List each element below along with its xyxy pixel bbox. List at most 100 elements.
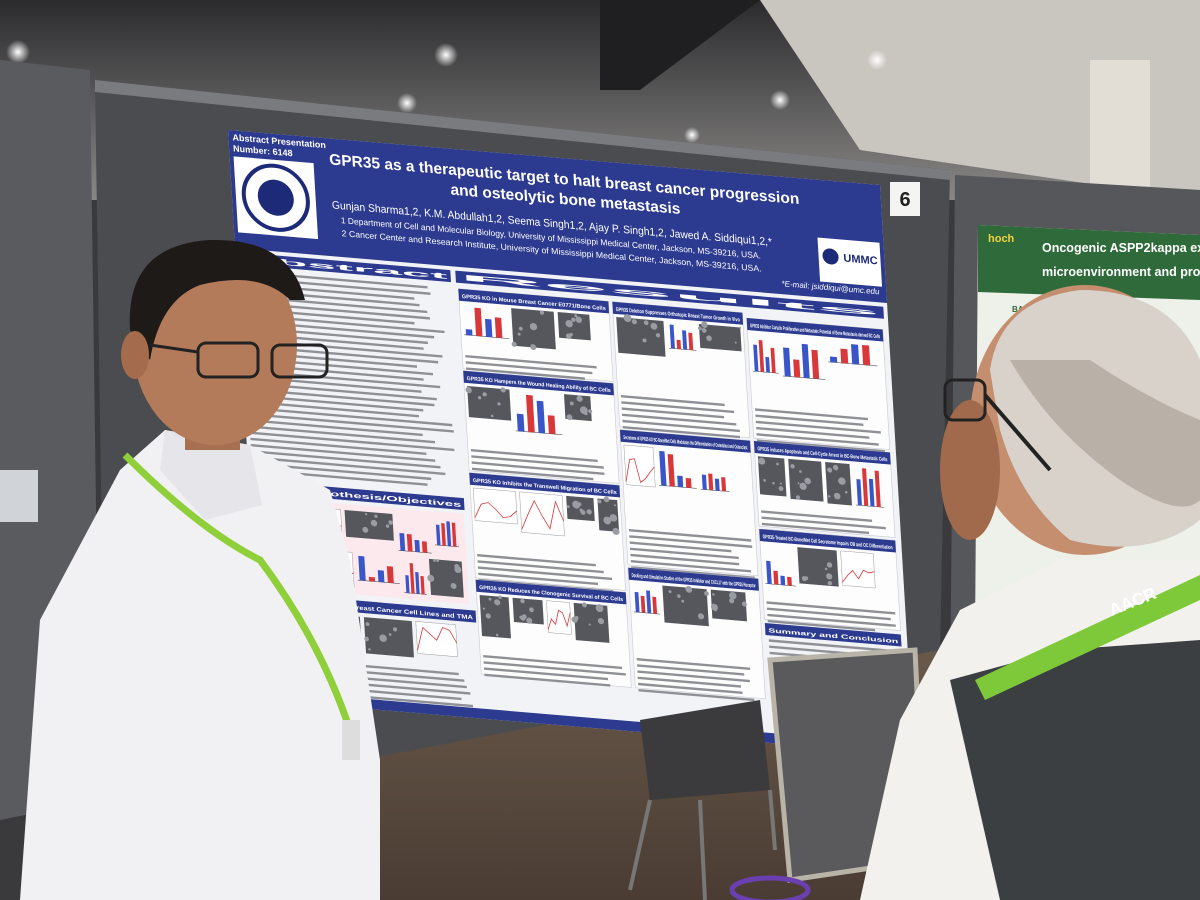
figure-bar (441, 523, 446, 546)
figure-bar (783, 347, 791, 377)
figure-bar (399, 532, 406, 551)
micrograph-spot (612, 527, 620, 536)
body-text-line (471, 467, 594, 481)
micrograph-spot (677, 594, 681, 598)
micrograph-spot (701, 328, 707, 333)
micrograph-spot (465, 386, 472, 394)
body-text-line (767, 613, 896, 627)
micrograph-spot (799, 482, 807, 490)
micrograph-spot (529, 322, 538, 331)
figure-plot (840, 550, 876, 589)
figure-bar (516, 413, 525, 432)
micrograph-spot (575, 316, 583, 324)
micrograph-spot (729, 598, 735, 604)
micrograph-spot (603, 496, 610, 503)
micrograph-spot (498, 595, 502, 600)
figure-bar (652, 596, 658, 614)
figure-bar (721, 477, 727, 492)
figure-bar (770, 347, 776, 374)
micrograph-spot (776, 462, 779, 466)
section-header (612, 301, 744, 325)
micrograph-spot (827, 580, 833, 586)
micrograph-spot (586, 509, 592, 515)
figure-bar (667, 454, 675, 487)
figure-line (417, 626, 458, 651)
figure-bar (415, 572, 420, 594)
body-text-line (622, 419, 740, 433)
body-text-line (755, 420, 881, 434)
body-text-line (629, 541, 732, 553)
figure-bar (677, 475, 684, 488)
micrograph-spot (572, 500, 581, 509)
micrograph-spot (482, 607, 486, 610)
micrograph-spot (494, 599, 501, 606)
micrograph-spot (603, 516, 612, 525)
micrograph-spot (454, 563, 460, 569)
micrograph-spot (772, 481, 775, 485)
micrograph-spot (778, 486, 784, 491)
lights (6, 40, 887, 143)
figure-line (547, 609, 571, 630)
micrograph-spot (595, 604, 604, 613)
micrograph-spot (571, 317, 576, 322)
micrograph-spot (741, 601, 747, 607)
body-text-line (761, 522, 870, 535)
figure-bar (405, 575, 410, 594)
micrograph-spot (385, 524, 390, 528)
micrograph-spot (497, 402, 501, 406)
micrograph-spot (826, 562, 833, 568)
micrograph-spot (488, 597, 492, 601)
body-text-line (621, 401, 735, 414)
micrograph-spot (495, 633, 499, 637)
body-text-line (248, 412, 454, 433)
figure-bar (811, 349, 820, 380)
figure-plot (519, 491, 565, 537)
body-text-line (620, 394, 725, 407)
body-text-line (629, 535, 753, 548)
micrograph-spot (827, 467, 833, 473)
section-header (463, 370, 614, 396)
body-text-line (637, 670, 750, 683)
figure-bar (793, 359, 801, 378)
poster-header (228, 130, 888, 304)
body-text-line (755, 414, 864, 427)
body-text-line (761, 516, 886, 530)
micrograph-spot (482, 392, 487, 397)
ummc-emblem (822, 248, 839, 265)
micrograph-spot (795, 495, 801, 500)
body-text-line (483, 654, 623, 670)
body-text-line (471, 455, 604, 469)
body-text-line (483, 667, 609, 681)
section-header (455, 270, 884, 319)
section-header (235, 252, 451, 283)
micrograph-spot (388, 520, 394, 525)
section-header (469, 472, 621, 498)
figure-bar (474, 307, 483, 337)
micrograph-spot (517, 332, 521, 336)
figure-bar (861, 344, 871, 366)
section-header (628, 567, 759, 591)
figure-bar (451, 522, 457, 547)
micrograph-spot (799, 470, 802, 473)
figure-plot (546, 600, 572, 635)
micrograph-spot (450, 582, 457, 589)
body-text-line (465, 361, 593, 375)
body-text-line (621, 407, 725, 419)
micrograph-spot (668, 590, 672, 594)
micrograph-spot (521, 614, 527, 620)
poster: UMMC Abstract Presentation Number: 6148 … (228, 130, 914, 756)
figure-bar (634, 591, 640, 613)
micrograph-spot (569, 401, 574, 406)
micrograph-spot (362, 526, 369, 533)
micrograph-spot (519, 615, 523, 620)
figure-bar (669, 324, 675, 349)
micrograph-spot (631, 319, 637, 325)
board-number: 6 (899, 189, 910, 211)
micrograph-spot (838, 477, 846, 485)
figure-bar (377, 570, 385, 583)
figure-bar (640, 595, 646, 613)
micrograph-spot (697, 613, 705, 620)
micrograph-spot (729, 591, 737, 600)
micrograph-spot (574, 314, 578, 318)
